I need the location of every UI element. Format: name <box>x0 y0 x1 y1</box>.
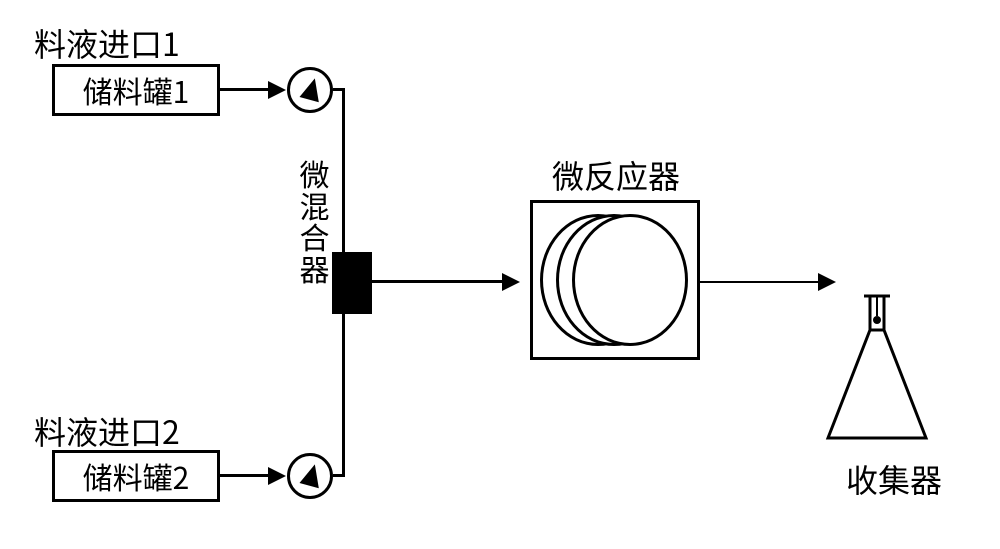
tank-1-text: 储料罐1 <box>83 68 190 112</box>
inlet-2-label: 料液进口2 <box>34 408 180 454</box>
tank-1-box: 储料罐1 <box>52 64 220 116</box>
arrow-to-reactor <box>502 273 520 291</box>
micromixer-label: 微混合器 <box>292 158 337 284</box>
pipe-pump1-down <box>342 88 345 252</box>
pump-1-icon <box>287 67 333 113</box>
collector-flask-icon <box>818 288 936 448</box>
pipe-to-reactor <box>372 280 504 283</box>
tank-2-box: 储料罐2 <box>52 450 220 502</box>
inlet-1-label: 料液进口1 <box>34 20 180 66</box>
arrow-tank2-pump2 <box>268 467 286 485</box>
pipe-tank2-pump2 <box>220 474 270 477</box>
pipe-tank1-pump1 <box>220 88 270 91</box>
reactor-label: 微反应器 <box>552 152 680 198</box>
tank-2-text: 储料罐2 <box>83 454 190 498</box>
reactor-coil-1 <box>572 214 688 346</box>
pump-2-icon <box>287 453 333 499</box>
collector-label: 收集器 <box>846 456 942 502</box>
arrow-tank1-pump1 <box>268 81 286 99</box>
pipe-reactor-flask <box>700 281 820 283</box>
pipe-pump2-up <box>342 314 345 477</box>
micromixer-block <box>332 252 372 314</box>
